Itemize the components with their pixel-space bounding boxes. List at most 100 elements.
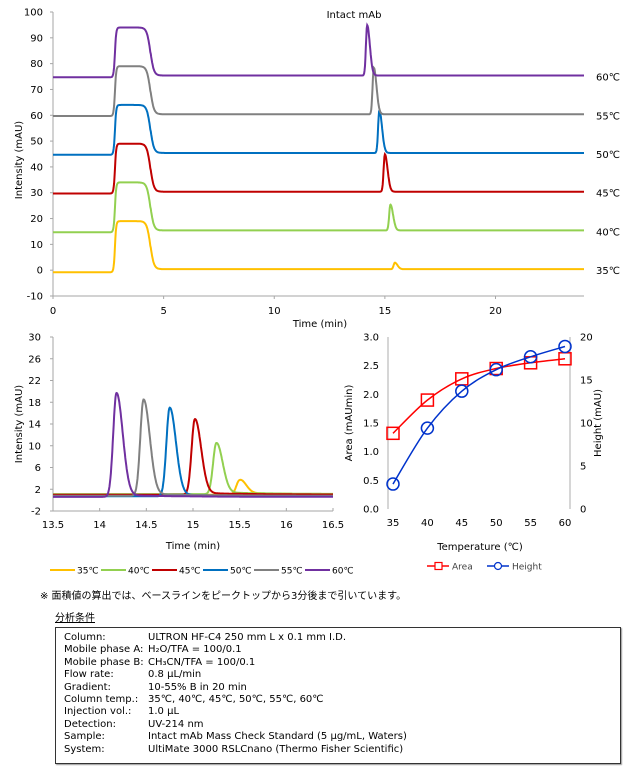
overview-trace-label: 60℃	[596, 73, 620, 84]
temperature-y2-label: Height (mAU)	[593, 389, 604, 457]
condition-row: Mobile phase B: CH₃CN/TFA = 100/0.1	[64, 657, 620, 669]
charts-canvas: Intact mAb Time (min) Intensity (mAU) -1…	[14, 8, 620, 577]
temperature-chart: Temperature (℃) Area (mAUmin) Height (mA…	[344, 333, 604, 573]
overview-x-tick-label: 20	[489, 306, 502, 317]
area-calculation-note: ※ 面積値の算出では、ベースラインをピークトップから3分後まで引いています。	[40, 591, 407, 602]
temperature-area-line	[392, 358, 566, 434]
condition-value: UV-214 nm	[148, 718, 204, 730]
overview-trace-0	[53, 220, 584, 274]
zoomed-x-tick-label: 14	[93, 520, 106, 531]
overview-x-tick-label: 15	[379, 306, 392, 317]
zoomed-trace-1	[53, 442, 333, 496]
zoomed-y-tick-label: 18	[28, 398, 41, 409]
overview-y-label: Intensity (mAU)	[14, 121, 25, 200]
overview-y-tick-label: 30	[30, 188, 43, 199]
overview-chromatogram: Intact mAb Time (min) Intensity (mAU) -1…	[14, 8, 620, 331]
overview-x-label: Time (min)	[292, 319, 347, 330]
temperature-x-tick-label: 50	[490, 518, 503, 529]
legend-label-0: 35℃	[77, 567, 99, 577]
zoomed-x-tick-label: 15.5	[229, 520, 251, 531]
temperature-y-label: Area (mAUmin)	[344, 385, 355, 462]
zoomed-trace-2	[53, 418, 333, 496]
temperature-y2-tick-label: 20	[580, 333, 593, 344]
zoomed-y-label: Intensity (mAU)	[14, 385, 25, 464]
temperature-x-tick-label: 35	[387, 518, 400, 529]
overview-y-tick-label: -10	[27, 292, 43, 303]
temperature-legend-label-0: Area	[452, 563, 473, 573]
zoomed-y-tick-label: 30	[28, 333, 41, 344]
condition-value: 0.8 µL/min	[148, 669, 202, 681]
zoomed-y-tick-label: -2	[31, 507, 41, 518]
zoomed-x-tick-label: 15	[187, 520, 200, 531]
zoomed-trace-0	[53, 478, 333, 496]
temperature-y-tick-label: 0.5	[363, 476, 379, 487]
temperature-y-tick-label: 0.0	[363, 505, 379, 516]
temperature-x-label: Temperature (℃)	[436, 542, 523, 553]
area-point-1	[420, 393, 435, 407]
zoomed-x-tick-label: 16.5	[322, 520, 344, 531]
overview-y-tick-label: 90	[30, 33, 43, 44]
legend-label-3: 50℃	[230, 567, 252, 577]
zoomed-trace-4	[53, 398, 333, 497]
condition-row: Mobile phase A: H₂O/TFA = 100/0.1	[64, 644, 620, 656]
overview-trace-4	[53, 65, 584, 117]
condition-label: Injection vol.:	[64, 706, 132, 718]
height-point-2	[455, 384, 469, 398]
height-point-0	[386, 477, 400, 491]
overview-annotation: Intact mAb	[327, 10, 382, 21]
overview-y-tick-label: 60	[30, 111, 43, 122]
area-point-0	[386, 426, 400, 441]
zoomed-y-tick-label: 10	[28, 441, 41, 452]
temperature-y-tick-label: 2.0	[363, 390, 379, 401]
condition-value: 35℃, 40℃, 45℃, 50℃, 55℃, 60℃	[148, 694, 324, 706]
condition-value: 1.0 µL	[148, 706, 180, 718]
temperature-x-tick-label: 60	[559, 518, 572, 529]
temperature-y2-tick-label: 10	[580, 419, 593, 430]
overview-trace-2	[53, 142, 584, 195]
legend-label-4: 55℃	[281, 567, 303, 577]
overview-trace-label: 45℃	[596, 189, 620, 200]
zoomed-y-tick-label: 2	[35, 485, 41, 496]
overview-trace-1	[53, 181, 584, 234]
condition-label: Gradient:	[64, 681, 111, 693]
condition-row: System: UltiMate 3000 RSLCnano (Thermo Fi…	[64, 744, 620, 756]
overview-y-tick-label: 50	[30, 137, 43, 148]
overview-trace-label: 55℃	[596, 111, 620, 122]
overview-trace-3	[53, 103, 584, 156]
zoomed-trace-3	[53, 406, 333, 498]
legend-label-5: 60℃	[332, 567, 354, 577]
temperature-y-tick-label: 3.0	[363, 333, 379, 344]
condition-value: UltiMate 3000 RSLCnano (Thermo Fisher Sc…	[148, 743, 404, 755]
conditions-title: 分析条件	[55, 613, 95, 624]
square-marker-icon	[434, 561, 443, 571]
condition-label: Sample:	[64, 731, 105, 743]
overview-trace-label: 35℃	[596, 266, 620, 277]
temperature-y-tick-label: 2.5	[363, 361, 379, 372]
temperature-x-tick-label: 45	[455, 518, 468, 529]
condition-label: Detection:	[64, 718, 116, 730]
legend-label-2: 45℃	[179, 567, 201, 577]
conditions-box: Column: ULTRON HF-C4 250 mm L x 0.1 mm I.…	[55, 627, 621, 764]
condition-label: Column:	[64, 632, 106, 643]
condition-value: H₂O/TFA = 100/0.1	[148, 644, 242, 656]
condition-row: Gradient: 10-55% B in 20 min	[64, 682, 620, 694]
condition-label: Flow rate:	[64, 669, 114, 681]
height-point-5	[558, 339, 572, 354]
condition-value: Intact mAb Mass Check Standard (5 µg/mL,…	[148, 731, 407, 743]
overview-trace-5	[53, 22, 584, 79]
temperature-x-tick-label: 55	[524, 518, 537, 529]
overview-y-tick-label: 0	[37, 266, 43, 277]
circle-marker-icon	[493, 561, 503, 571]
condition-label: System:	[64, 743, 105, 755]
temperature-y2-tick-label: 0	[580, 505, 586, 516]
overview-trace-label: 50℃	[596, 150, 620, 161]
overview-trace-label: 40℃	[596, 227, 620, 238]
height-point-3	[489, 362, 503, 377]
condition-value: CH₃CN/TFA = 100/0.1	[148, 656, 256, 668]
overview-x-tick-label: 5	[160, 306, 166, 317]
overview-y-tick-label: 20	[30, 214, 43, 225]
zoomed-y-tick-label: 6	[35, 463, 41, 474]
zoomed-y-tick-label: 26	[28, 354, 41, 365]
zoomed-x-tick-label: 16	[280, 520, 293, 531]
temperature-legend-label-1: Height	[512, 563, 542, 573]
